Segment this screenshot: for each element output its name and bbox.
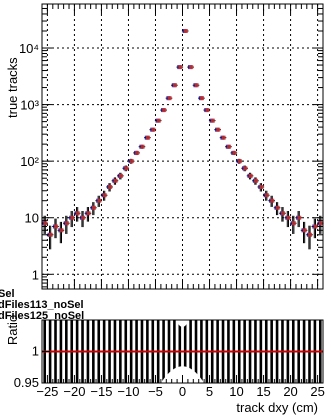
data-point-dfiles125: [297, 215, 302, 220]
x-tick-label-6: 5: [206, 384, 213, 399]
data-point-dfiles125: [124, 166, 129, 171]
ratio-central-gap-lower: [160, 366, 205, 383]
data-point-dfiles125: [318, 221, 323, 226]
data-point-dfiles125: [302, 228, 307, 233]
data-point-dfiles125: [270, 198, 275, 203]
data-point-dfiles125: [97, 198, 102, 203]
data-point-dfiles125: [200, 96, 205, 101]
data-point-dfiles125: [205, 108, 210, 113]
data-point-dfiles125: [313, 224, 318, 229]
data-point-dfiles125: [145, 135, 150, 140]
x-tick-label-8: 15: [256, 384, 270, 399]
data-point-dfiles125: [59, 228, 64, 233]
data-point-dfiles125: [167, 96, 172, 101]
x-tick-label-7: 10: [229, 384, 243, 399]
upper-frame: [41, 3, 324, 290]
data-point-dfiles125: [275, 205, 280, 210]
data-point-dfiles125: [54, 224, 59, 229]
data-point-dfiles125: [216, 127, 221, 132]
data-point-dfiles125: [48, 232, 53, 237]
data-point-dfiles125: [308, 232, 313, 237]
data-point-dfiles125: [113, 178, 118, 183]
legend-entry-sel: Sel: [0, 288, 15, 300]
data-point-dfiles125: [183, 28, 188, 33]
data-point-dfiles125: [178, 65, 183, 70]
x-tick-label-9: 20: [283, 384, 297, 399]
ratio-y-tick-label-1: 1: [32, 344, 39, 359]
data-point-dfiles125: [291, 221, 296, 226]
data-point-dfiles125: [151, 127, 156, 132]
data-point-dfiles125: [43, 221, 48, 226]
y-tick-label-0: 1: [32, 267, 39, 282]
y-tick-label-4: 10⁴: [19, 41, 39, 56]
data-point-dfiles125: [194, 83, 199, 88]
data-point-dfiles125: [140, 144, 145, 149]
data-point-dfiles125: [172, 83, 177, 88]
data-point-dfiles125: [102, 193, 107, 198]
ratio-panel: 0.95 1 −25 −20 −15 −10 −5 0 5 10 15 20 25: [14, 319, 325, 399]
y-axis-title: true tracks: [5, 57, 20, 118]
x-tick-label-3: −10: [117, 384, 139, 399]
data-point-dfiles125: [210, 118, 215, 123]
data-point-dfiles125: [286, 215, 291, 220]
ratio-central-gap-upper: [176, 320, 189, 327]
x-tick-label-4: −5: [148, 384, 163, 399]
data-point-dfiles125: [189, 65, 194, 70]
data-point-dfiles125: [118, 173, 123, 178]
data-point-dfiles125: [237, 159, 242, 164]
data-point-dfiles125: [232, 150, 237, 155]
y-tick-label-2: 10²: [20, 154, 39, 169]
ratio-axis-title: Ratio: [5, 315, 20, 345]
data-point-dfiles125: [64, 221, 69, 226]
upper-plot-area: [42, 4, 323, 289]
data-point-dfiles125: [81, 215, 86, 220]
data-point-dfiles125: [162, 108, 167, 113]
x-tick-label-1: −20: [63, 384, 85, 399]
upper-panel: 1 10 10² 10³ 10⁴: [19, 3, 324, 290]
legend-entry-dfiles113: dFiles113_noSel: [0, 299, 84, 311]
x-tick-label-0: −25: [36, 384, 58, 399]
data-point-dfiles125: [243, 166, 248, 171]
data-point-dfiles125: [156, 118, 161, 123]
data-point-dfiles125: [129, 159, 134, 164]
y-tick-label-1: 10: [25, 211, 39, 226]
ratio-frame: [41, 319, 324, 384]
data-point-dfiles125: [227, 144, 232, 149]
data-point-dfiles125: [108, 184, 113, 189]
x-tick-label-2: −15: [90, 384, 112, 399]
x-tick-label-10: 25: [310, 384, 324, 399]
data-point-dfiles125: [264, 193, 269, 198]
data-point-dfiles125: [91, 205, 96, 210]
data-point-dfiles125: [75, 211, 80, 216]
data-point-dfiles125: [259, 184, 264, 189]
data-point-dfiles125: [70, 215, 75, 220]
x-axis-title: track dxy (cm): [236, 400, 318, 415]
data-point-dfiles125: [86, 211, 91, 216]
data-point-dfiles125: [221, 135, 226, 140]
data-point-dfiles125: [135, 150, 140, 155]
y-tick-label-3: 10³: [20, 98, 39, 113]
x-tick-label-5: 0: [179, 384, 186, 399]
data-point-dfiles125: [281, 211, 286, 216]
legend-entry-dfiles125: dFiles125_noSel: [0, 310, 84, 322]
ratio-y-tick-label-0: 0.95: [14, 375, 39, 390]
data-point-dfiles125: [248, 173, 253, 178]
data-point-dfiles125: [254, 178, 259, 183]
